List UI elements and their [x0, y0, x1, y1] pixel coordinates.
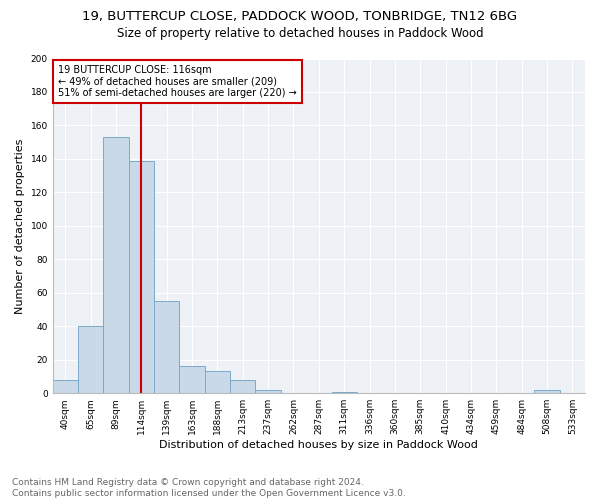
Y-axis label: Number of detached properties: Number of detached properties — [15, 138, 25, 314]
Bar — [332, 392, 357, 393]
Bar — [205, 372, 230, 393]
Text: 19 BUTTERCUP CLOSE: 116sqm
← 49% of detached houses are smaller (209)
51% of sem: 19 BUTTERCUP CLOSE: 116sqm ← 49% of deta… — [58, 65, 297, 98]
X-axis label: Distribution of detached houses by size in Paddock Wood: Distribution of detached houses by size … — [160, 440, 478, 450]
Bar — [129, 160, 154, 393]
Text: Size of property relative to detached houses in Paddock Wood: Size of property relative to detached ho… — [116, 28, 484, 40]
Bar — [179, 366, 205, 393]
Bar — [53, 380, 78, 393]
Bar — [154, 301, 179, 393]
Bar — [78, 326, 103, 393]
Bar — [230, 380, 256, 393]
Bar — [103, 137, 129, 393]
Bar — [256, 390, 281, 393]
Bar — [535, 390, 560, 393]
Text: Contains HM Land Registry data © Crown copyright and database right 2024.
Contai: Contains HM Land Registry data © Crown c… — [12, 478, 406, 498]
Text: 19, BUTTERCUP CLOSE, PADDOCK WOOD, TONBRIDGE, TN12 6BG: 19, BUTTERCUP CLOSE, PADDOCK WOOD, TONBR… — [82, 10, 518, 23]
